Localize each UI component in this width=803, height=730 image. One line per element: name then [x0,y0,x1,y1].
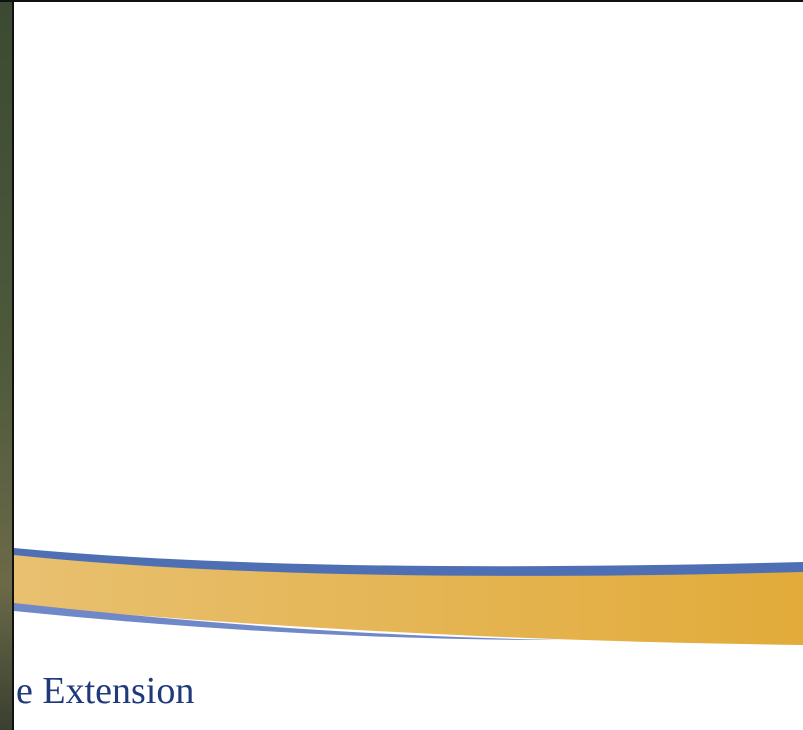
footer-text: e Extension [16,670,194,712]
top-border [0,0,803,2]
photo-strip [0,0,13,730]
gold-swoosh [14,555,803,645]
divider [12,0,14,730]
